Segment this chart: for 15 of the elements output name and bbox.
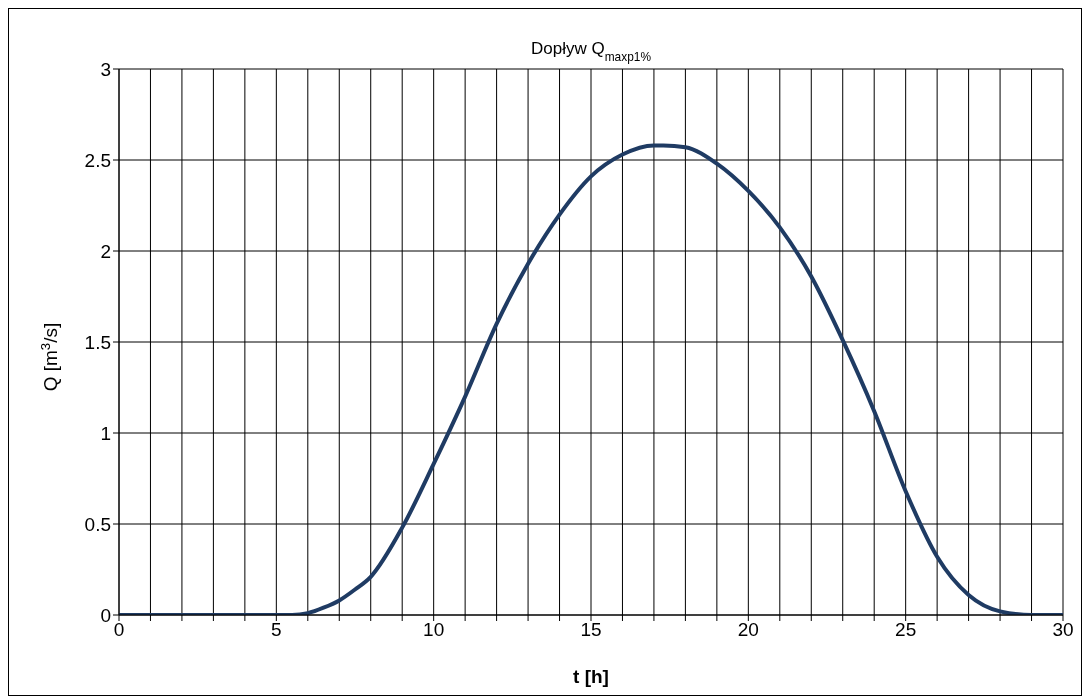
x-axis-title: t [h] <box>573 666 609 687</box>
x-tick-label: 25 <box>895 619 917 641</box>
y-tick-label: 1 <box>100 422 111 444</box>
y-tick-label: 1.5 <box>84 331 111 353</box>
x-tick-label: 10 <box>423 619 445 641</box>
y-tick-label: 2.5 <box>84 149 111 171</box>
y-tick-label: 0 <box>100 604 111 626</box>
y-tick-label: 0.5 <box>84 513 111 535</box>
y-tick-label: 3 <box>100 58 111 80</box>
chart-title: Dopływ Q$_{maxp1%}$ <box>531 39 652 64</box>
x-tick-label: 5 <box>271 619 282 641</box>
x-tick-label: 20 <box>737 619 759 641</box>
x-tick-label: 15 <box>580 619 602 641</box>
y-tick-label: 2 <box>100 240 111 262</box>
x-tick-label: 30 <box>1052 619 1074 641</box>
